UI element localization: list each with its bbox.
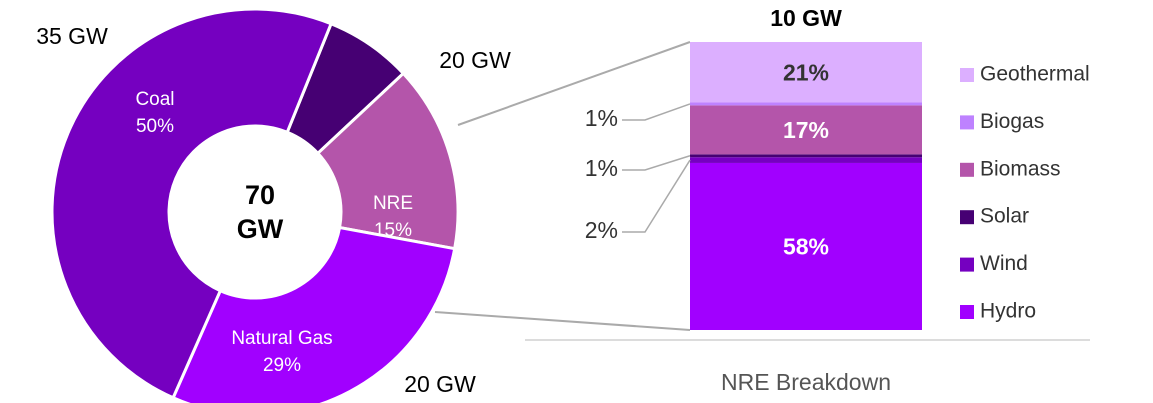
- chart-title: 10 GW: [770, 5, 842, 31]
- legend-swatch: [960, 257, 974, 272]
- segment-name: NRE: [373, 193, 413, 214]
- connector: [434, 311, 691, 331]
- legend-label: Biomass: [980, 157, 1061, 180]
- segment-label: 29%: [263, 355, 301, 376]
- legend-swatch: [960, 210, 974, 225]
- bar-segment: [690, 105, 922, 155]
- legend-label: Solar: [980, 205, 1029, 228]
- legend-label: Hydro: [980, 300, 1036, 323]
- donut-segment: [315, 71, 460, 251]
- bar-segment: [690, 102, 922, 106]
- bar-segment: [690, 157, 922, 163]
- data-label: 17%: [783, 117, 829, 143]
- donut-segment: [171, 225, 457, 403]
- segment-name: Coal: [135, 89, 174, 110]
- legend-label: Wind: [980, 252, 1028, 275]
- leader-line: [622, 159, 691, 233]
- data-label: 58%: [783, 234, 829, 260]
- legend-swatch: [960, 305, 974, 319]
- annotation: 20 GW: [439, 47, 511, 73]
- legend-swatch: [960, 162, 974, 177]
- leader-line: [622, 103, 691, 121]
- donut-segment: [50, 7, 333, 400]
- data-label: 21%: [783, 59, 829, 85]
- legend-swatch: [960, 115, 974, 130]
- bar-segment: [690, 42, 922, 103]
- bar-segment: [690, 154, 922, 158]
- data-label: 2%: [585, 217, 618, 243]
- x-axis-label: NRE Breakdown: [721, 369, 891, 395]
- data-label: 1%: [585, 105, 618, 131]
- bar-segment: [690, 162, 922, 330]
- center-label: 70 GW: [236, 180, 284, 244]
- segment-name: Natural Gas: [231, 328, 332, 349]
- legend-swatch: [960, 68, 974, 82]
- legend-label: Geothermal: [980, 63, 1090, 86]
- annotation: 35 GW: [36, 23, 108, 49]
- leader-line: [622, 155, 691, 171]
- data-label: 1%: [585, 155, 618, 181]
- annotation: 20 GW: [404, 371, 476, 397]
- connector: [457, 41, 691, 126]
- legend-label: Biogas: [980, 110, 1044, 133]
- segment-label: 50%: [136, 116, 174, 137]
